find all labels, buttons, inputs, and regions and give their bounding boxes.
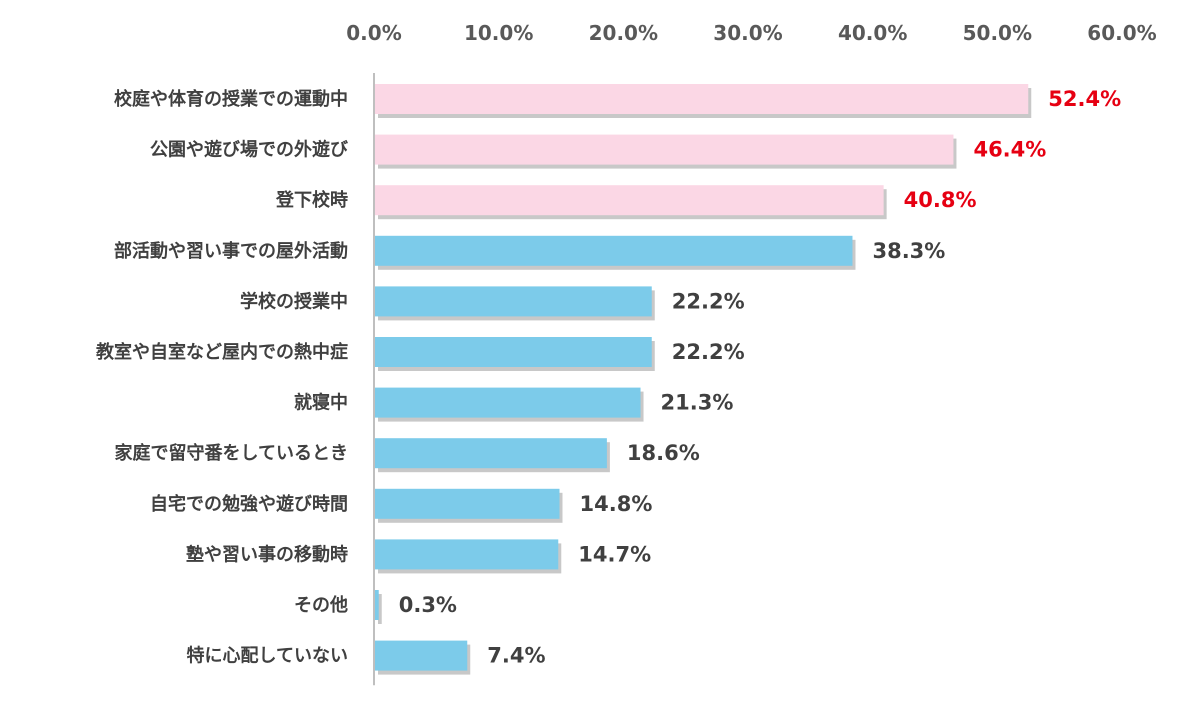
x-tick-label: 60.0%: [1087, 21, 1156, 45]
x-tick-label: 20.0%: [589, 21, 658, 45]
bar: [375, 640, 468, 671]
bar: [375, 387, 641, 418]
bar: [375, 185, 884, 216]
x-tick-label: 0.0%: [346, 21, 401, 45]
value-label: 38.3%: [872, 239, 945, 263]
category-label: 就寝中: [294, 392, 348, 414]
value-label: 14.7%: [578, 542, 651, 566]
x-tick-label: 30.0%: [713, 21, 782, 45]
category-label: 塾や習い事の移動時: [186, 543, 348, 565]
bar: [375, 438, 607, 469]
category-label: 校庭や体育の授業での運動中: [114, 88, 348, 110]
bar: [375, 337, 652, 367]
category-label: 公園や遊び場での外遊び: [150, 139, 349, 161]
category-label: 学校の授業中: [240, 290, 348, 312]
category-label: 特に心配していない: [187, 645, 348, 667]
value-label: 0.3%: [399, 593, 457, 617]
category-label: 家庭で留守番をしているとき: [115, 442, 348, 464]
bar-shadow: [378, 594, 382, 624]
value-label: 22.2%: [672, 340, 745, 364]
value-label: 22.2%: [672, 289, 745, 313]
value-label: 40.8%: [904, 188, 977, 212]
bar: [375, 235, 853, 266]
bar: [375, 590, 379, 620]
x-tick-label: 50.0%: [963, 21, 1032, 45]
category-label: 自宅での勉強や遊び時間: [150, 493, 348, 515]
value-label: 18.6%: [627, 441, 700, 465]
x-tick-label: 10.0%: [464, 21, 533, 45]
value-label: 52.4%: [1048, 87, 1121, 111]
bar: [375, 286, 652, 317]
category-label: 登下校時: [275, 189, 348, 211]
bar: [375, 539, 559, 570]
x-tick-label: 40.0%: [838, 21, 907, 45]
bar: [375, 134, 954, 165]
category-label: その他: [294, 594, 348, 616]
value-label: 7.4%: [487, 644, 545, 668]
value-label: 21.3%: [661, 391, 734, 415]
category-label: 部活動や習い事での屋外活動: [114, 240, 348, 262]
value-label: 46.4%: [973, 138, 1046, 162]
value-label: 14.8%: [580, 492, 653, 516]
category-label: 教室や自室など屋内での熱中症: [96, 341, 348, 363]
bar: [375, 84, 1029, 114]
bar: [375, 488, 560, 519]
